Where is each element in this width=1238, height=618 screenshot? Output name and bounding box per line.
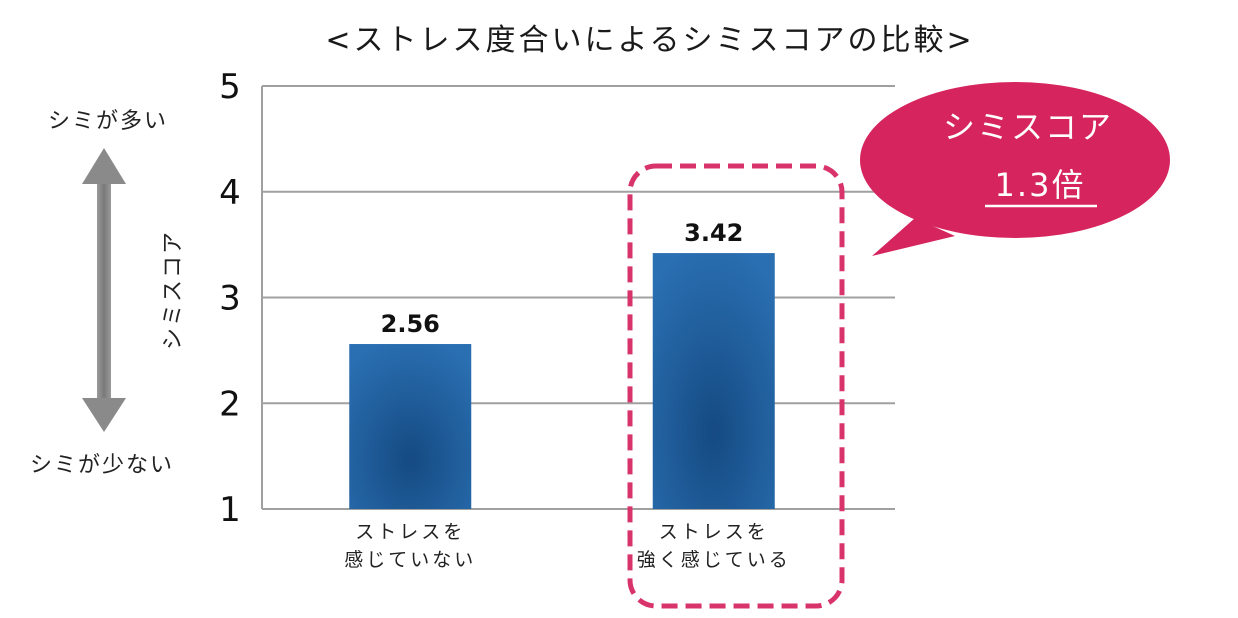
y-tick-label: 5 bbox=[219, 67, 241, 107]
y-tick-label: 2 bbox=[219, 384, 241, 424]
arrow-up-icon bbox=[82, 148, 126, 184]
callout-bubble: シミスコア 1.3倍 bbox=[860, 82, 1170, 256]
callout-line1: シミスコア bbox=[943, 108, 1113, 146]
bar bbox=[652, 253, 775, 509]
y-tick-label: 3 bbox=[219, 279, 241, 319]
direction-arrow bbox=[82, 148, 126, 432]
category-label: ストレスを bbox=[659, 521, 769, 543]
highlight-frame bbox=[627, 163, 845, 609]
value-labels: 2.56 3.42 bbox=[381, 219, 744, 338]
chart-title: <ストレス度合いによるシミスコアの比較> bbox=[325, 23, 974, 58]
bar-series bbox=[349, 253, 775, 509]
value-label: 3.42 bbox=[684, 219, 743, 247]
category-label: ストレスを bbox=[355, 521, 465, 543]
side-label-top: シミが多い bbox=[48, 109, 168, 134]
callout-line2: 1.3倍 bbox=[995, 166, 1086, 204]
y-axis-label: シミスコア bbox=[161, 230, 186, 350]
arrow-down-icon bbox=[82, 398, 126, 432]
y-tick-label: 4 bbox=[219, 173, 241, 213]
y-tick-label: 1 bbox=[219, 490, 241, 530]
category-label: 強く感じている bbox=[637, 549, 791, 571]
category-label: 感じていない bbox=[344, 549, 476, 571]
y-tick-labels: 1 2 3 4 5 bbox=[219, 67, 241, 530]
bar bbox=[349, 344, 472, 509]
value-label: 2.56 bbox=[381, 310, 440, 338]
side-label-bottom: シミが少ない bbox=[30, 453, 174, 478]
